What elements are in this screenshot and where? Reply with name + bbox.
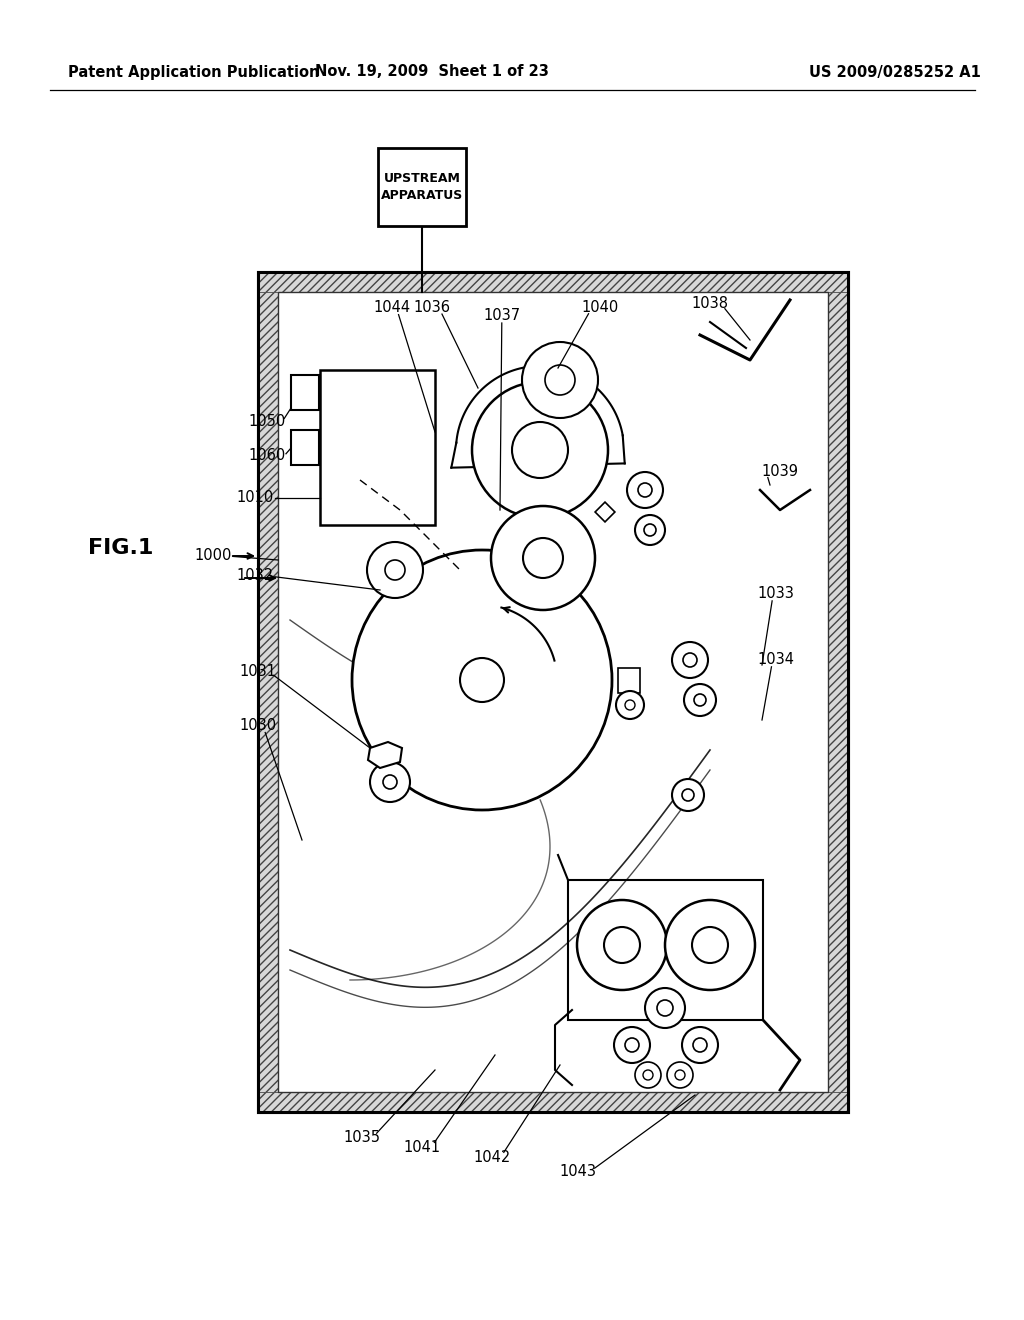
Text: 1035: 1035 — [343, 1130, 381, 1146]
Bar — [319, 370, 435, 525]
Text: 1010: 1010 — [237, 491, 273, 506]
Bar — [278, 292, 828, 1092]
Text: 1034: 1034 — [758, 652, 795, 668]
Circle shape — [625, 1038, 639, 1052]
Circle shape — [545, 366, 575, 395]
Text: 1043: 1043 — [559, 1164, 597, 1180]
Circle shape — [684, 684, 716, 715]
Circle shape — [625, 700, 635, 710]
Text: 1000: 1000 — [195, 549, 231, 564]
Text: US 2009/0285252 A1: US 2009/0285252 A1 — [809, 65, 981, 79]
Bar — [258, 1092, 848, 1111]
Text: 1060: 1060 — [249, 449, 286, 463]
Text: 1039: 1039 — [762, 465, 799, 479]
Circle shape — [675, 1071, 685, 1080]
Text: 1036: 1036 — [414, 301, 451, 315]
Text: 1038: 1038 — [691, 297, 728, 312]
Bar — [258, 272, 848, 1111]
Text: 1033: 1033 — [758, 586, 795, 602]
Bar — [291, 430, 319, 465]
Circle shape — [644, 524, 656, 536]
Circle shape — [683, 653, 697, 667]
Circle shape — [352, 550, 612, 810]
Circle shape — [616, 690, 644, 719]
Text: 1044: 1044 — [374, 301, 411, 315]
Circle shape — [638, 483, 652, 498]
Circle shape — [682, 789, 694, 801]
Text: 1040: 1040 — [582, 301, 618, 315]
Circle shape — [523, 539, 563, 578]
Bar — [258, 272, 848, 1111]
Circle shape — [512, 422, 568, 478]
Text: 1031: 1031 — [240, 664, 276, 680]
Circle shape — [472, 381, 608, 517]
Text: UPSTREAM
APPARATUS: UPSTREAM APPARATUS — [381, 172, 463, 202]
Circle shape — [694, 694, 706, 706]
Circle shape — [657, 1001, 673, 1016]
Bar — [258, 292, 278, 1092]
Circle shape — [692, 927, 728, 964]
Circle shape — [667, 1063, 693, 1088]
Circle shape — [645, 987, 685, 1028]
Bar — [278, 292, 828, 1092]
Circle shape — [672, 779, 705, 810]
Text: Patent Application Publication: Patent Application Publication — [68, 65, 319, 79]
Circle shape — [672, 642, 708, 678]
Text: 1037: 1037 — [483, 309, 520, 323]
Circle shape — [643, 1071, 653, 1080]
Text: 1041: 1041 — [403, 1140, 440, 1155]
Polygon shape — [368, 742, 402, 768]
Bar — [258, 272, 848, 292]
Circle shape — [370, 762, 410, 803]
Circle shape — [385, 560, 406, 579]
Bar — [618, 668, 640, 693]
Circle shape — [635, 515, 665, 545]
Circle shape — [577, 900, 667, 990]
Text: 1050: 1050 — [249, 414, 286, 429]
Circle shape — [383, 775, 397, 789]
Text: FIG.1: FIG.1 — [88, 539, 154, 558]
Text: 1032: 1032 — [237, 569, 273, 583]
Circle shape — [635, 1063, 662, 1088]
Circle shape — [665, 900, 755, 990]
Circle shape — [693, 1038, 707, 1052]
Bar — [595, 502, 614, 521]
Text: Nov. 19, 2009  Sheet 1 of 23: Nov. 19, 2009 Sheet 1 of 23 — [315, 65, 549, 79]
Circle shape — [522, 342, 598, 418]
Circle shape — [367, 543, 423, 598]
Bar — [291, 375, 319, 411]
Circle shape — [682, 1027, 718, 1063]
Text: 1042: 1042 — [473, 1151, 511, 1166]
Circle shape — [460, 657, 504, 702]
Bar — [378, 148, 466, 226]
Bar — [828, 292, 848, 1092]
Circle shape — [627, 473, 663, 508]
Circle shape — [490, 506, 595, 610]
Text: 1030: 1030 — [240, 718, 276, 734]
Circle shape — [614, 1027, 650, 1063]
Circle shape — [604, 927, 640, 964]
Bar — [568, 880, 763, 1020]
